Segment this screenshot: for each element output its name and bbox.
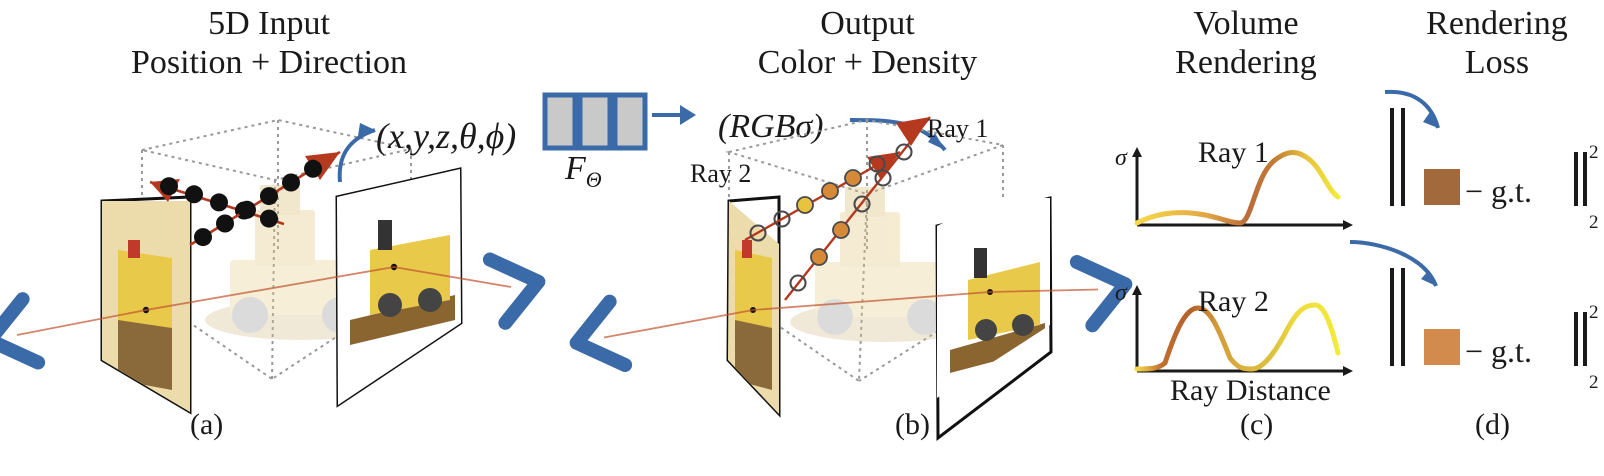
svg-text:− g.t.: − g.t. bbox=[1465, 173, 1532, 209]
svg-text:Ray 2: Ray 2 bbox=[690, 159, 751, 188]
svg-text:σ: σ bbox=[1115, 280, 1128, 306]
svg-text:2: 2 bbox=[1589, 212, 1599, 233]
svg-text:Ray 1: Ray 1 bbox=[1198, 136, 1269, 169]
svg-text:Ray 1: Ray 1 bbox=[927, 114, 988, 143]
svg-text:2: 2 bbox=[1589, 142, 1599, 163]
svg-text:2: 2 bbox=[1589, 302, 1599, 323]
svg-text:(x,y,z,θ,ϕ): (x,y,z,θ,ϕ) bbox=[376, 116, 516, 156]
svg-text:2: 2 bbox=[1589, 372, 1599, 393]
svg-text:Ray Distance: Ray Distance bbox=[1170, 374, 1331, 407]
svg-text:Ray 2: Ray 2 bbox=[1198, 285, 1269, 318]
svg-text:− g.t.: − g.t. bbox=[1465, 333, 1532, 369]
svg-text:σ: σ bbox=[1115, 145, 1128, 171]
